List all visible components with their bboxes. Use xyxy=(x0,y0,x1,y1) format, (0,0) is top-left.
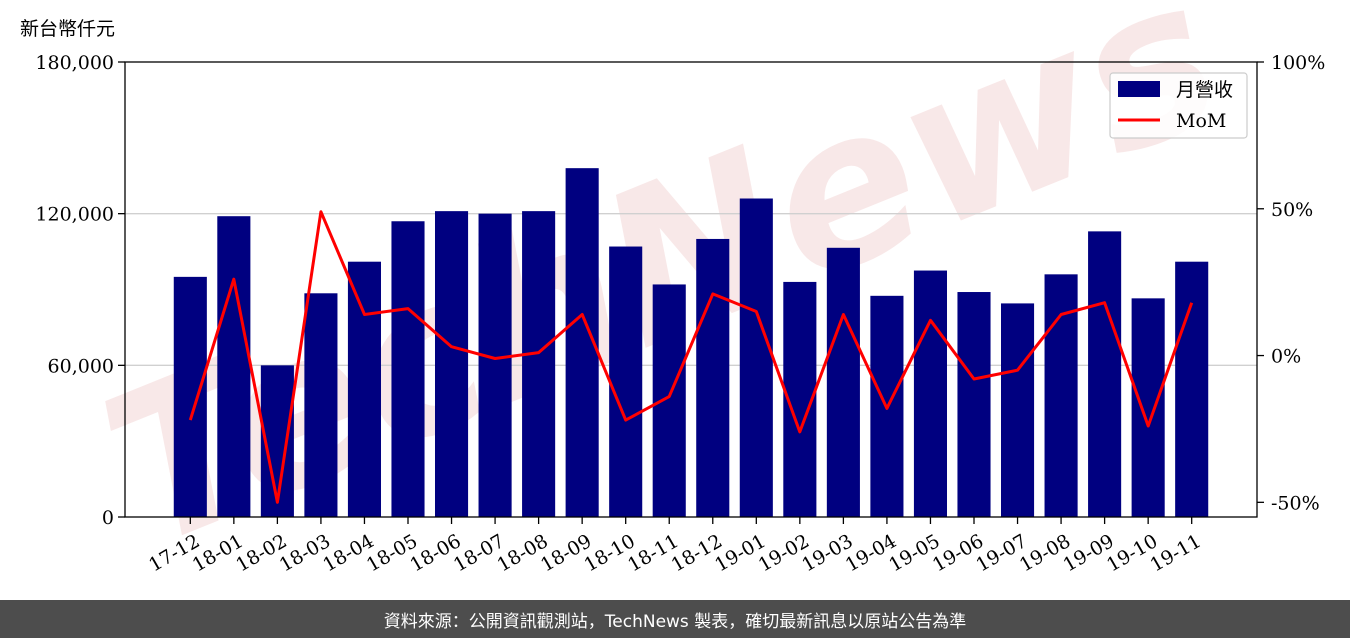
plot-frame xyxy=(124,61,1258,518)
bar-19-03 xyxy=(826,247,860,517)
legend-bar-label: 月營收 xyxy=(1176,79,1233,101)
bar-18-06 xyxy=(434,211,469,517)
footer-source-note: 資料來源：公開資訊觀測站，TechNews 製表，確切最新訊息以原站公告為準 xyxy=(0,600,1350,638)
bar-18-12 xyxy=(696,238,730,517)
right-tick-label: -50% xyxy=(1271,492,1320,514)
x-tick-label: 19-11 xyxy=(1147,530,1205,576)
bar-19-05 xyxy=(913,270,948,517)
legend-line-label: MoM xyxy=(1176,110,1226,132)
bar-series xyxy=(173,168,1209,517)
right-tick-label: 50% xyxy=(1271,199,1313,221)
bar-18-05 xyxy=(391,221,425,517)
bar-18-04 xyxy=(347,261,382,517)
mom-line xyxy=(188,210,1194,504)
bar-18-08 xyxy=(522,211,556,517)
footer-text: 資料來源：公開資訊觀測站，TechNews 製表，確切最新訊息以原站公告為準 xyxy=(383,611,967,632)
bar-19-10 xyxy=(1131,298,1165,517)
bar-18-11 xyxy=(652,284,686,517)
right-tick-label: 0% xyxy=(1271,346,1301,368)
bar-18-01 xyxy=(217,216,251,517)
bar-17-12 xyxy=(173,276,207,517)
left-tick-label: 180,000 xyxy=(35,52,114,74)
left-tick-label: 60,000 xyxy=(48,355,114,377)
bar-18-10 xyxy=(609,246,643,517)
bar-18-07 xyxy=(478,213,512,517)
bar-19-11 xyxy=(1175,261,1209,517)
revenue-chart: TechNews 060,000120,000180,000-50%0%50%1… xyxy=(35,0,1325,595)
bar-19-09 xyxy=(1088,231,1122,517)
y-axis-unit-label: 新台幣仟元 xyxy=(20,18,116,40)
line-series xyxy=(188,210,1194,504)
bar-19-06 xyxy=(957,292,991,517)
legend-bar-swatch xyxy=(1118,81,1160,97)
left-tick-label: 120,000 xyxy=(35,204,114,226)
legend: 月營收 MoM xyxy=(1109,72,1248,139)
right-tick-label: 100% xyxy=(1271,52,1325,74)
bar-19-07 xyxy=(1000,303,1035,517)
left-tick-label: 0 xyxy=(102,507,114,529)
bar-18-03 xyxy=(304,293,338,517)
bar-19-01 xyxy=(739,198,773,517)
